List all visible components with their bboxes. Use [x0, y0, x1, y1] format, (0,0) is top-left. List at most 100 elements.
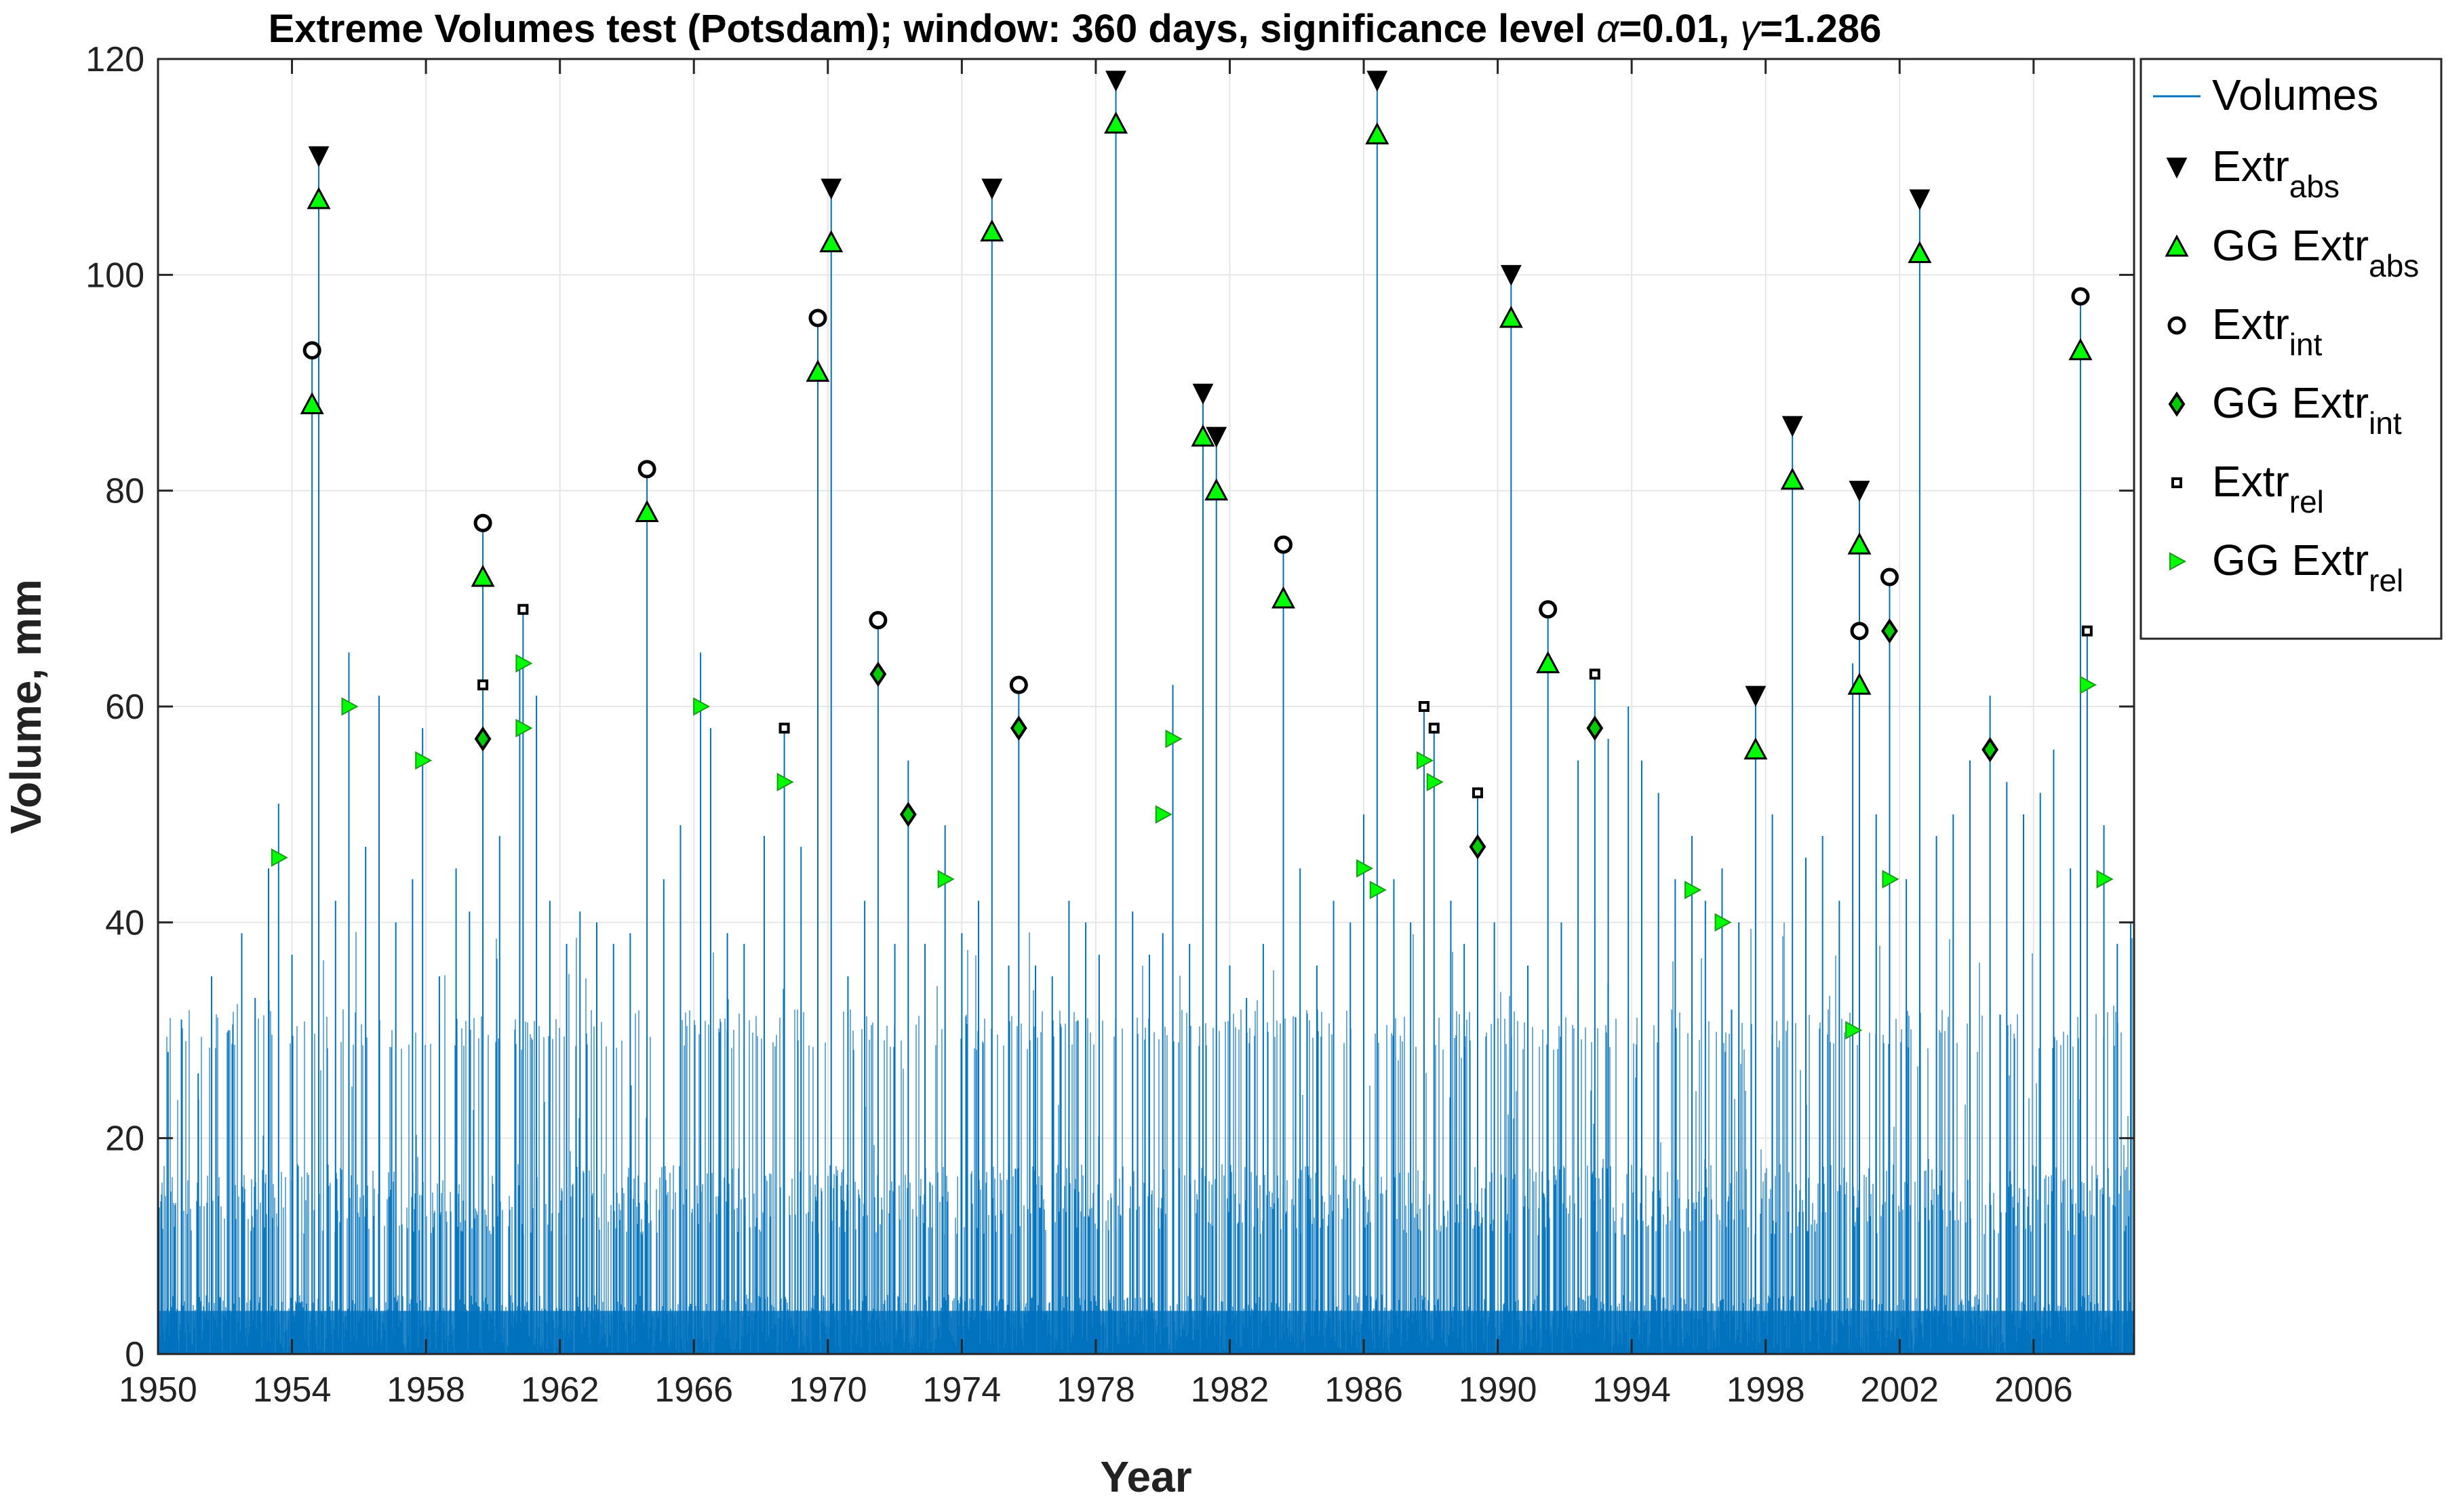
gg-extr-rel-marker [2079, 675, 2097, 694]
x-tick-label: 1978 [1057, 1370, 1135, 1410]
y-tick-label: 120 [85, 40, 144, 79]
y-axis-label: Volume, mm [1, 579, 50, 834]
gg-extr-abs-marker [980, 219, 1004, 242]
extr-abs-marker [1105, 71, 1126, 92]
gg-extr-abs-marker [2068, 338, 2093, 361]
x-tick-label: 1954 [253, 1370, 332, 1410]
gg-extr-abs-marker [471, 564, 495, 587]
gg-extr-int-marker [1010, 715, 1027, 741]
gg-extr-rel-marker [1845, 1020, 1863, 1040]
gg-extr-int-marker [899, 801, 917, 827]
y-tick-label: 60 [105, 688, 144, 727]
extr-rel-marker [778, 722, 790, 734]
gg-extr-rel-marker [1714, 913, 1732, 932]
extr-abs-marker [1192, 383, 1214, 405]
extr-int-marker [1539, 600, 1558, 619]
gg-extr-abs-marker [1104, 111, 1128, 134]
gg-extr-rel-marker [1369, 880, 1387, 900]
extr-rel-marker [1428, 722, 1440, 734]
volume-base [158, 1311, 2134, 1354]
legend-label: GG Extrint [2212, 378, 2402, 441]
gg-extr-rel-marker [1155, 805, 1172, 824]
x-tick-label: 1950 [119, 1370, 197, 1410]
gg-extr-rel-marker [1426, 772, 1444, 792]
x-tick-label: 1966 [654, 1370, 733, 1410]
legend-label: Extrrel [2212, 457, 2324, 519]
gg-extr-int-marker [1586, 715, 1604, 741]
x-tick-label: 1958 [387, 1370, 465, 1410]
gg-extr-rel-marker [1882, 869, 1899, 889]
legend-swatch-gg-extr-int [2168, 391, 2186, 417]
extr-rel-marker [1589, 669, 1600, 680]
gg-extr-rel-marker [1356, 859, 1374, 878]
gg-extr-int-marker [1881, 618, 1898, 644]
gg-extr-abs-marker [300, 392, 324, 414]
gg-extr-abs-marker [1847, 532, 1872, 555]
y-tick-label: 40 [105, 903, 144, 942]
extr-int-marker [2071, 287, 2090, 306]
extr-abs-marker [1781, 416, 1803, 437]
gg-extr-rel-marker [515, 719, 533, 738]
legend-label: Extrabs [2212, 142, 2340, 204]
gg-extr-rel-marker [1416, 751, 1434, 770]
gg-extr-abs-marker [1499, 305, 1523, 328]
gg-extr-abs-marker [1908, 241, 1932, 263]
gg-extr-rel-marker [271, 848, 288, 867]
axis-ticks: 1950 1954 1958 1962 1966 1970 1974 1978 1982 1986… [85, 40, 2134, 1410]
extr-int-marker [808, 309, 827, 327]
extr-rel-marker [1418, 701, 1429, 712]
legend-label: GG Extrrel [2212, 536, 2403, 598]
volumes-series [157, 80, 2134, 1354]
x-tick-label: 1970 [789, 1370, 867, 1410]
gg-extr-rel-marker [1684, 880, 1702, 900]
x-tick-label: 1990 [1459, 1370, 1537, 1410]
legend-swatch-gg-extr-abs [2165, 234, 2189, 257]
legend-item-volumes: Volumes [2153, 71, 2378, 119]
extr-int-marker [1009, 675, 1028, 694]
extr-rel-marker [1472, 787, 1483, 799]
extr-int-marker [473, 513, 492, 532]
gg-extr-rel-marker [2096, 869, 2114, 889]
gg-extr-int-marker [1981, 737, 1999, 763]
gg-extr-abs-marker [1536, 651, 1560, 673]
gg-extr-abs-marker [1847, 672, 1872, 695]
gg-extr-abs-marker [1191, 424, 1215, 447]
y-tick-label: 20 [105, 1119, 144, 1159]
gg-extr-rel-marker [776, 772, 794, 792]
gg-extr-rel-marker [693, 697, 711, 716]
x-tick-label: 2002 [1860, 1370, 1939, 1410]
gg-extr-int-marker [1469, 834, 1486, 860]
gg-extr-abs-marker [307, 186, 331, 210]
extr-int-marker [1850, 622, 1869, 641]
legend-swatch-extr-abs [2166, 157, 2188, 179]
gg-extr-abs-marker [1271, 586, 1296, 609]
gg-extr-rel-marker [515, 654, 533, 673]
x-tick-label: 1986 [1324, 1370, 1403, 1410]
legend-swatch-gg-extr-rel [2169, 552, 2187, 571]
extr-abs-marker [1909, 189, 1931, 211]
extr-abs-marker [1849, 481, 1870, 502]
legend-swatch-extr-int [2167, 316, 2186, 335]
extr-abs-marker [1745, 685, 1767, 707]
legend-label: Volumes [2212, 71, 2378, 119]
legend-label: Extrint [2212, 300, 2323, 362]
gg-extr-abs-marker [635, 500, 659, 522]
legend-item-gg-extr-abs: GG Extrabs [2165, 221, 2419, 283]
legend-item-gg-extr-int: GG Extrint [2168, 378, 2402, 441]
x-tick-label: 1998 [1727, 1370, 1805, 1410]
x-axis-label: Year [1100, 1452, 1191, 1501]
extr-int-marker [637, 460, 656, 479]
gg-extr-rel-marker [937, 869, 955, 889]
y-tick-label: 100 [85, 256, 144, 295]
extr-abs-marker [308, 146, 330, 167]
legend-item-extr-abs: Extrabs [2166, 142, 2340, 204]
gg-extr-rel-marker [1165, 730, 1183, 749]
gg-extr-abs-marker [1743, 737, 1768, 760]
gg-extr-abs-marker [819, 230, 844, 253]
legend-item-extr-rel: Extrrel [2171, 457, 2324, 519]
gg-extr-abs-marker [1365, 122, 1389, 144]
x-tick-label: 1994 [1592, 1370, 1671, 1410]
legend-swatch-extr-rel [2171, 477, 2182, 488]
x-tick-label: 2006 [1994, 1370, 2073, 1410]
